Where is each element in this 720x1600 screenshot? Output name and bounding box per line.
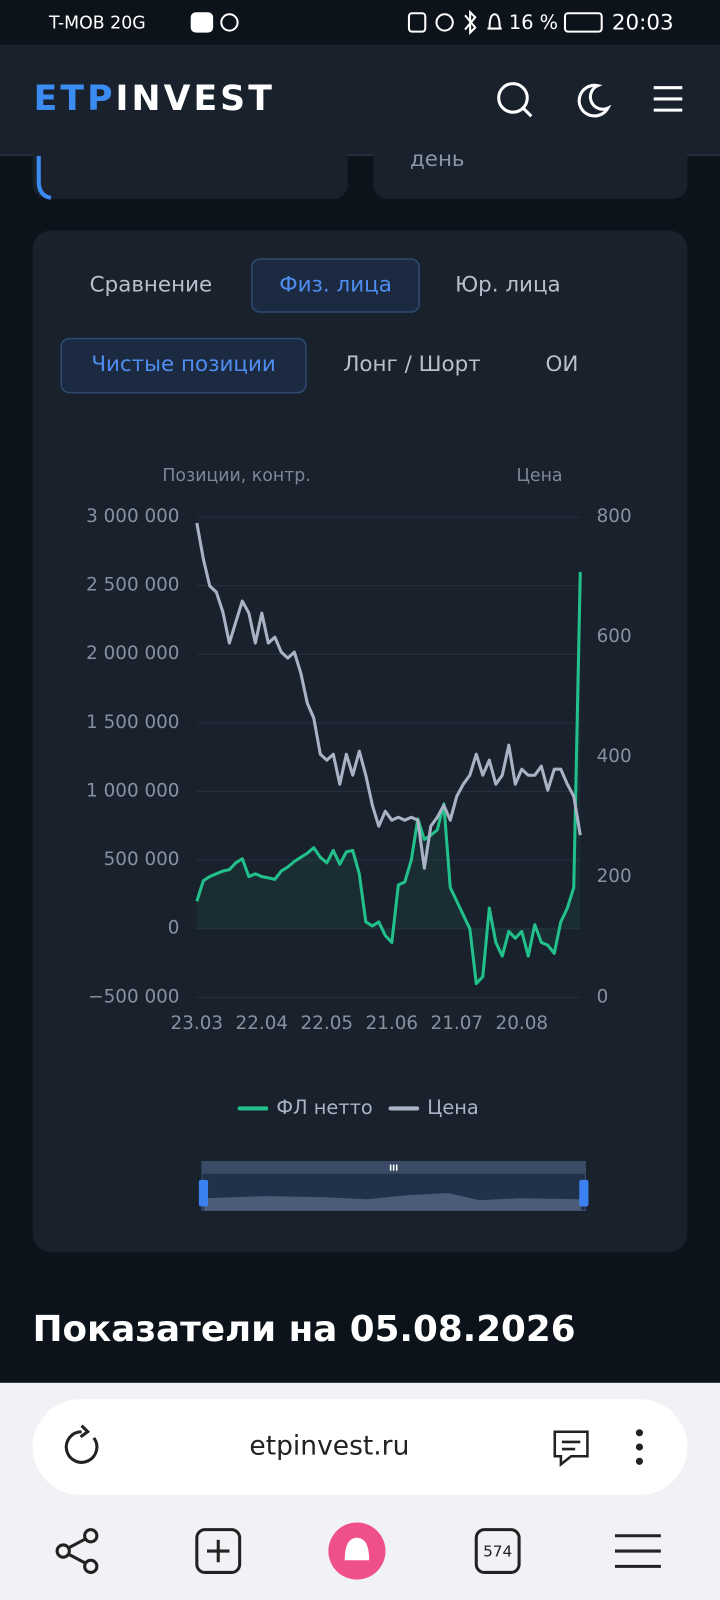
y-axis-title: Позиции, контр. [162,466,310,486]
subtab[interactable]: ОИ [545,352,578,377]
x-tick-label: 20.08 [496,1013,549,1034]
x-tick-label: 22.04 [236,1013,289,1034]
x-tick-label: 21.07 [431,1013,484,1034]
subtab[interactable]: Лонг / Шорт [343,352,480,377]
card [373,132,688,199]
assistant-icon [344,1537,370,1561]
legend-label[interactable]: ФЛ нетто [276,1096,372,1119]
status-icons [190,9,603,36]
browser-menu-button[interactable] [614,1534,661,1568]
tabs-button[interactable] [474,1528,521,1574]
y-tick-label: 0 [168,918,180,939]
y-tick-label: 500 000 [104,849,180,870]
url-field[interactable] [32,1399,688,1495]
subtab-active-bg [60,337,307,394]
card-text: день [410,147,465,172]
x-tick-label: 23.03 [171,1013,224,1034]
reload-button[interactable] [64,1424,99,1464]
logo[interactable]: ETPINVEST [34,79,275,119]
share-button[interactable] [55,1528,99,1574]
plot: −500 000 0 500 000 1 000 000 1 500 000 2 000 … [86,506,631,1119]
url[interactable]: etpinvest.ru [249,1431,409,1462]
more-button[interactable] [635,1429,644,1465]
y-tick-label: 1 500 000 [86,712,179,733]
y2-tick-label: 600 [597,626,632,647]
card [32,132,348,199]
y2-tick-label: 400 [597,746,632,767]
tab-active[interactable]: Физ. лица [279,273,392,298]
series-line [195,571,582,986]
logo-rest: INVEST [116,79,275,119]
tab-count: 574 [483,1543,512,1561]
y2-axis-title: Цена [516,466,562,486]
legend-label[interactable]: Цена [427,1096,478,1119]
card-accent [36,156,52,200]
series-line [195,522,582,870]
y2-tick-label: 0 [597,986,609,1007]
theme-button[interactable] [577,83,612,118]
x-tick-label: 21.06 [366,1013,419,1034]
subtab-active[interactable]: Чистые позиции [91,352,275,377]
tab-active-bg [251,258,420,313]
y-tick-label: 1 000 000 [86,780,179,801]
battery-level: 16 % [509,11,558,34]
y-tick-label: −500 000 [88,986,179,1007]
y2-tick-label: 800 [597,506,632,527]
new-tab-button[interactable] [195,1528,242,1574]
range-navigator[interactable] [198,1160,589,1211]
section-title: Показатели на 05.08.2026 [33,1309,576,1350]
carrier: T-MOB 20G [48,13,146,33]
menu-button[interactable] [653,86,683,112]
x-tick-label: 22.05 [301,1013,354,1034]
y-tick-label: 2 000 000 [86,643,179,664]
search-button[interactable] [497,82,533,118]
series-area [196,571,581,984]
tab[interactable]: Юр. лица [455,273,561,298]
logo-accent: ETP [34,79,116,119]
y-tick-label: 3 000 000 [86,506,179,527]
y-tick-label: 2 500 000 [86,575,179,596]
ai-button[interactable] [553,1430,589,1468]
tab[interactable]: Сравнение [90,273,213,298]
y2-tick-label: 200 [597,866,632,887]
clock: 20:03 [612,10,674,35]
